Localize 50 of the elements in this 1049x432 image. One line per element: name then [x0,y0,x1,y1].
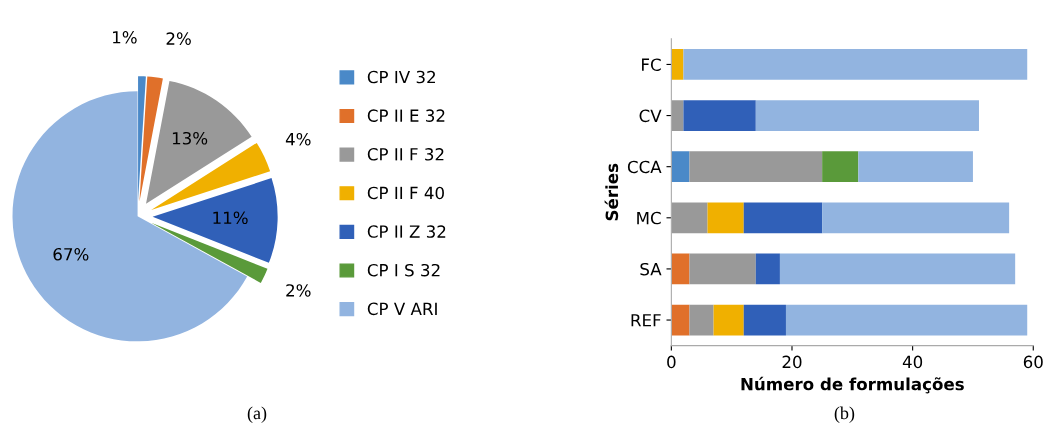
legend-label: CP II Z 32 [367,225,446,238]
y-tick-label: FC [642,58,661,72]
data-label: 1% [113,31,137,44]
data-label: 13% [172,131,208,145]
bar [689,304,714,336]
legend-label: CP IV 32 [367,70,435,84]
bar [755,253,780,285]
x-tick-label: 20 [782,355,802,369]
x-tick-label: 40 [902,355,923,369]
data-label: 2% [286,284,311,297]
data-label: 4% [285,132,311,146]
bar [683,100,756,131]
y-tick-label: REF [631,314,661,327]
x-tick-label: 0 [667,355,676,369]
x-tick-label: 60 [1023,355,1043,369]
legend-label: CP II E 32 [367,109,445,122]
bar [671,151,690,183]
x-axis-title: Número de formulações [741,376,964,394]
bar [822,151,859,183]
legend-label: CP II F 32 [367,148,444,161]
bar [858,151,973,183]
bar [689,151,823,183]
bar [671,253,690,285]
bar [822,202,1010,234]
data-label: 11% [213,211,248,225]
y-axis-title: Séries [604,163,619,221]
bar [743,304,786,336]
bar [671,100,684,131]
bar [671,304,690,336]
legend-label: CP V ARI [367,302,437,316]
bar [755,100,979,131]
bar [779,253,1016,285]
bar [689,253,756,285]
y-tick-label: SA [640,262,662,276]
data-label: 67% [53,247,89,261]
bar [683,49,1028,80]
bar [671,49,684,80]
bar [743,202,823,234]
legend-label: CP I S 32 [367,263,440,277]
bar [785,304,1028,336]
data-label: 2% [166,32,191,45]
bar [707,202,744,234]
bar [671,202,708,234]
y-tick-label: CV [639,109,662,123]
y-tick-label: CCA [627,160,662,174]
y-tick-label: MC [637,211,661,225]
legend-label: CP II F 40 [367,186,444,200]
text: (a) [247,406,267,423]
text: (b) [834,406,855,423]
bar [713,304,744,336]
